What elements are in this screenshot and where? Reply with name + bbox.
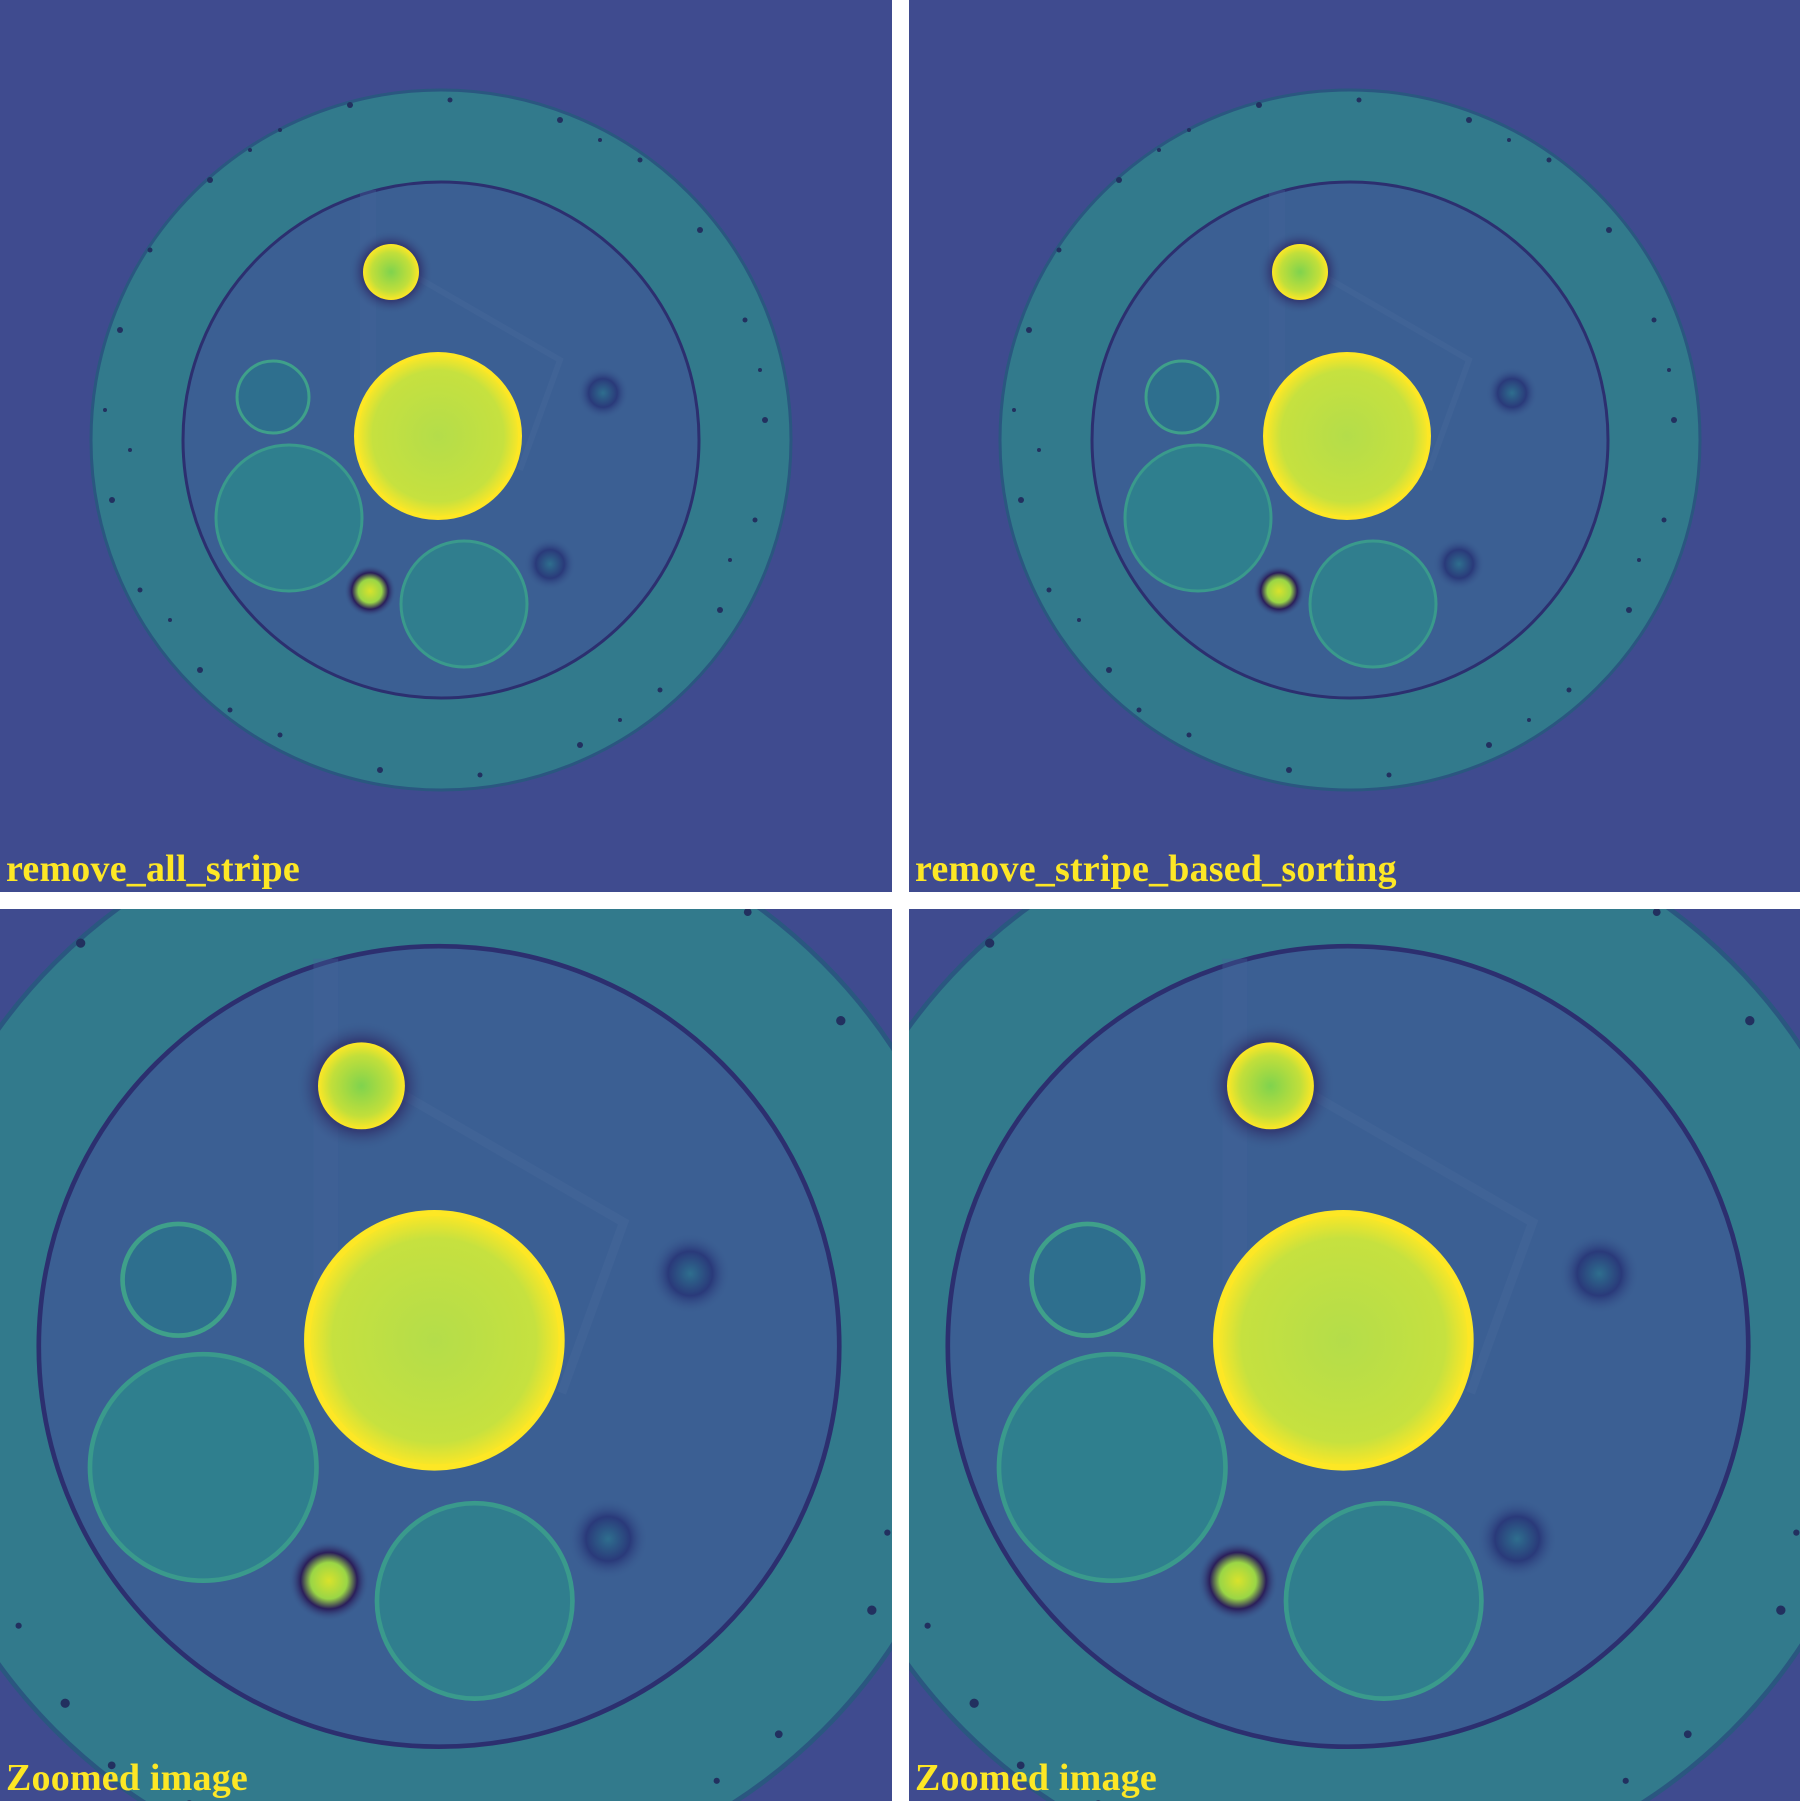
panel-caption: Zoomed image (915, 1757, 1157, 1799)
panel-zoomed-right: Zoomed image (909, 909, 1800, 1801)
zoomed-slice-image (0, 909, 892, 1801)
panel-caption: remove_stripe_based_sorting (915, 848, 1397, 890)
panel-remove-stripe-based-sorting: remove_stripe_based_sorting (909, 0, 1800, 892)
tomography-slice-image (0, 0, 892, 892)
panel-remove-all-stripe: remove_all_stripe (0, 0, 892, 892)
tomography-slice-image (909, 0, 1800, 892)
zoomed-slice-image (909, 909, 1800, 1801)
panel-caption: Zoomed image (6, 1757, 248, 1799)
panel-caption: remove_all_stripe (6, 848, 300, 890)
panel-zoomed-left: Zoomed image (0, 909, 892, 1801)
